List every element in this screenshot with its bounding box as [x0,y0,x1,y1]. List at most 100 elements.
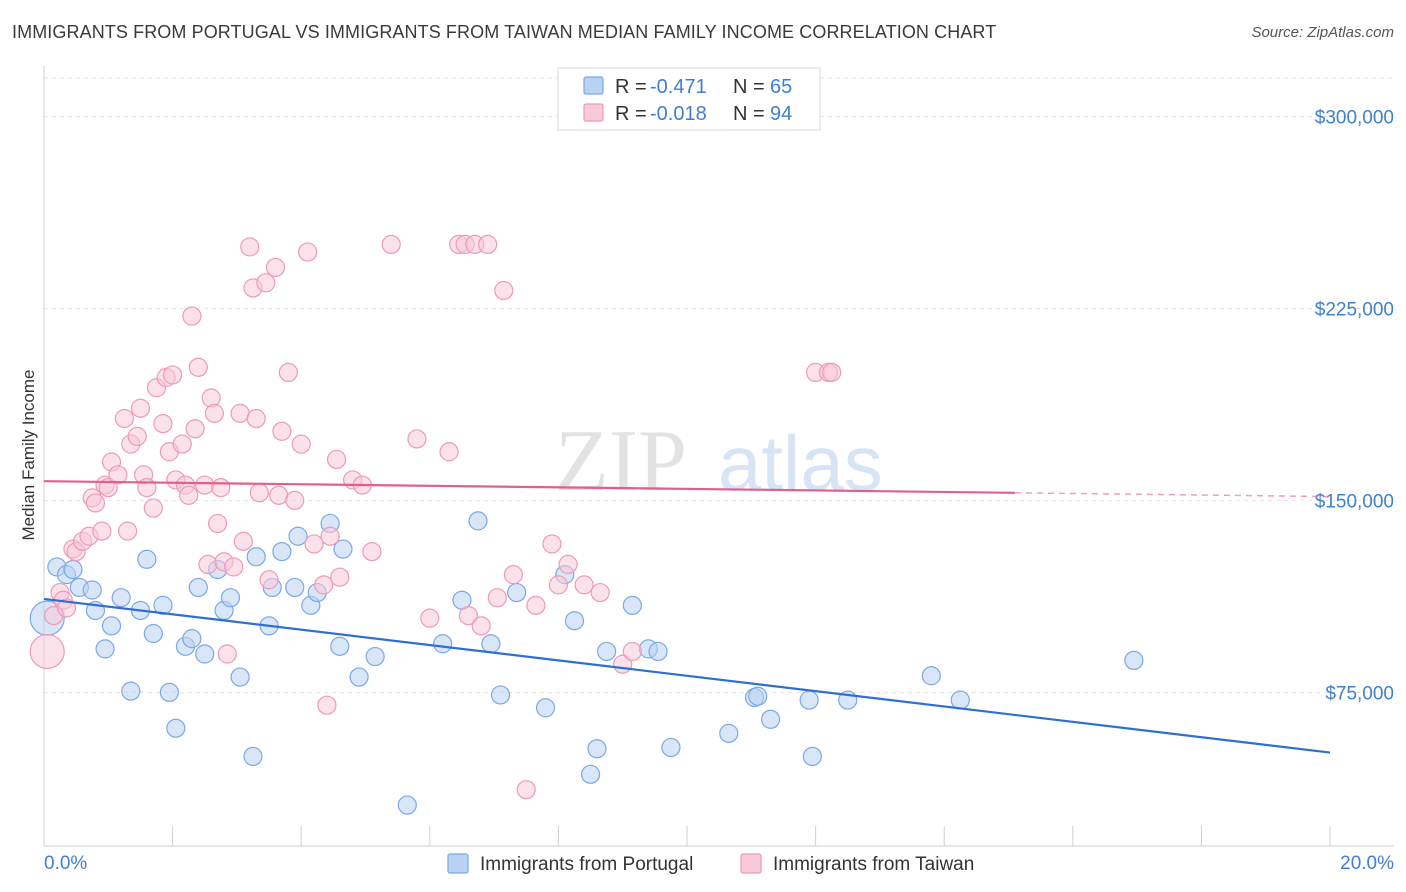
point-portugal-3 [63,559,83,580]
point-taiwan-59 [298,242,318,262]
point-taiwan-52 [259,570,279,590]
point-taiwan-44 [224,557,244,577]
point-portugal-49 [580,764,601,784]
series-taiwan-points [29,234,842,800]
watermark-atlas: atlas [718,419,883,507]
point-taiwan-47 [240,237,260,257]
point-portugal-55 [661,737,681,758]
point-taiwan-17 [117,521,138,541]
point-taiwan-62 [317,695,337,715]
point-portugal-20 [195,644,215,664]
legend-swatch-portugal [583,76,604,95]
point-portugal-31 [288,526,308,546]
point-taiwan-71 [420,608,440,628]
point-taiwan-72 [439,442,459,462]
point-taiwan-35 [188,357,208,377]
point-taiwan-15 [108,465,128,485]
point-portugal-26 [246,547,266,567]
point-taiwan-82 [516,780,536,800]
point-taiwan-86 [558,554,578,575]
point-taiwan-79 [487,588,507,608]
y-tick-label-3: $300,000 [1315,107,1394,128]
trend-line-dashed-taiwan [1014,492,1331,498]
chart-title: IMMIGRANTS FROM PORTUGAL VS IMMIGRANTS F… [12,22,997,42]
point-taiwan-77 [471,616,491,636]
point-taiwan-28 [163,365,183,385]
point-taiwan-63 [320,526,340,546]
point-portugal-12 [137,549,157,569]
point-portugal-45 [507,582,527,603]
point-portugal-13 [143,623,163,644]
point-taiwan-34 [185,419,205,439]
gridlines [44,77,1394,693]
point-portugal-59 [760,709,781,729]
point-taiwan-85 [548,575,569,595]
series-legend-swatch-portugal [447,853,469,874]
series-legend-label-portugal: Immigrants from Portugal [480,854,693,875]
point-portugal-36 [333,539,353,559]
point-taiwan-36 [195,475,215,495]
legend-r-label-portugal: R = [615,76,647,98]
y-tick-label-2: $225,000 [1315,299,1394,320]
point-taiwan-19 [127,426,147,446]
x-tick-label-right: 20.0% [1340,853,1394,874]
watermark: ZIP atlas [555,413,883,510]
point-portugal-52 [622,595,642,615]
point-taiwan-16 [114,408,134,429]
point-portugal-64 [950,690,970,710]
legend-n-value-portugal: 65 [770,76,792,98]
point-taiwan-25 [153,414,173,434]
point-taiwan-10 [85,493,106,513]
point-taiwan-70 [407,429,427,449]
legend-n-label-taiwan: N = [733,103,765,125]
point-portugal-10 [121,681,141,701]
point-taiwan-54 [269,485,289,505]
point-taiwan-75 [458,605,478,626]
point-taiwan-88 [590,582,610,603]
point-taiwan-41 [211,478,231,498]
point-portugal-30 [285,577,305,598]
point-portugal-61 [802,746,822,767]
point-taiwan-84 [542,534,562,554]
x-tick-label-left: 0.0% [44,853,87,874]
point-taiwan-39 [204,403,224,423]
point-portugal-50 [587,739,607,759]
stats-legend: R = -0.471 N = 65 R = -0.018 N = 94 [557,67,821,131]
point-portugal-60 [799,690,819,710]
axes [43,66,1394,847]
point-portugal-38 [365,646,385,667]
point-taiwan-37 [198,554,218,575]
point-taiwan-11 [92,521,112,541]
point-taiwan-69 [381,234,401,254]
point-portugal-63 [921,666,941,686]
point-taiwan-45 [230,403,250,423]
point-taiwan-23 [143,498,163,518]
trend-line-taiwan [43,480,1015,494]
series-legend-swatch-taiwan [740,853,762,874]
y-tick-labels: $75,000 $150,000 $225,000 $300,000 [1315,107,1394,704]
point-taiwan-64 [326,449,347,470]
point-taiwan-78 [478,234,498,254]
y-tick-label-0: $75,000 [1325,683,1394,704]
point-taiwan-20 [130,398,151,418]
point-portugal-23 [220,588,241,608]
point-portugal-39 [397,795,417,815]
point-portugal-16 [166,718,186,738]
point-portugal-25 [243,746,263,767]
point-taiwan-81 [503,565,523,585]
point-taiwan-56 [278,362,298,382]
point-portugal-8 [101,616,122,636]
point-taiwan-93 [822,362,842,382]
chart-source: Source: ZipAtlas.com [1251,24,1394,41]
point-portugal-54 [648,641,668,662]
series-legend: Immigrants from Portugal Immigrants from… [447,853,974,875]
point-taiwan-30 [172,434,192,454]
point-portugal-51 [597,641,617,662]
legend-n-label-portugal: N = [733,76,765,98]
point-taiwan-83 [526,595,546,615]
series-legend-label-taiwan: Immigrants from Taiwan [773,854,974,875]
point-portugal-43 [481,634,501,654]
point-portugal-46 [535,698,556,718]
point-taiwan-33 [182,306,202,326]
